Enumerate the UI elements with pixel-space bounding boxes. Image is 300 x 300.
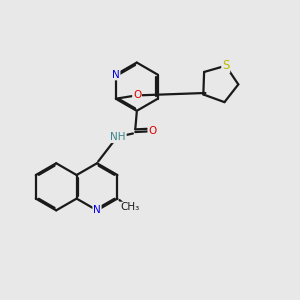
Text: O: O [148,126,157,136]
Text: S: S [222,59,230,72]
Text: N: N [93,206,101,215]
Text: O: O [133,90,141,100]
Text: NH: NH [110,132,126,142]
Text: N: N [112,70,120,80]
Text: CH₃: CH₃ [120,202,140,212]
